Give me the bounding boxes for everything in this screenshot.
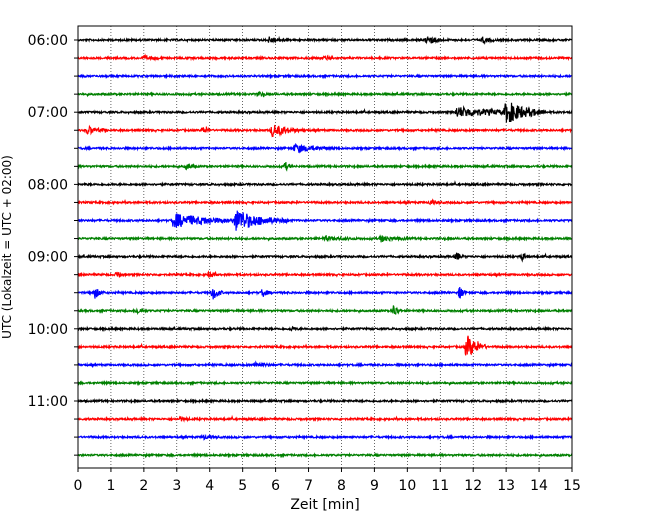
trace-1145 xyxy=(77,451,573,459)
x-tick-label: 2 xyxy=(139,478,148,494)
trace-0600 xyxy=(77,35,573,45)
x-tick-label: 8 xyxy=(337,478,346,494)
plot-frame xyxy=(77,25,573,469)
x-tick-label: 10 xyxy=(398,478,416,494)
x-tick-label: 0 xyxy=(74,478,83,494)
trace-0745 xyxy=(77,161,573,172)
trace-0915 xyxy=(77,270,573,278)
x-tick-label: 6 xyxy=(271,478,280,494)
trace-0645 xyxy=(77,90,573,98)
trace-0630 xyxy=(77,72,573,80)
y-tick-label: 10:00 xyxy=(28,322,68,338)
trace-1100 xyxy=(77,397,573,405)
x-tick-label: 14 xyxy=(530,478,548,494)
y-tick-label: 09:00 xyxy=(28,250,68,266)
x-tick-label: 13 xyxy=(497,478,515,494)
y-tick-label: 06:00 xyxy=(28,33,68,49)
trace-0800 xyxy=(77,180,573,188)
x-tick-label: 11 xyxy=(431,478,449,494)
trace-0730 xyxy=(77,142,573,154)
y-axis: 06:00 07:00 08:00 09:00 10:00 11:00 xyxy=(28,33,78,456)
trace-0945 xyxy=(77,305,573,316)
trace-0845 xyxy=(77,234,573,243)
x-tick-label: 3 xyxy=(172,478,181,494)
x-tick-label: 7 xyxy=(304,478,313,494)
y-tick-label: 08:00 xyxy=(28,177,68,193)
plot-background xyxy=(78,26,572,468)
trace-0930 xyxy=(77,286,573,300)
x-tick-label: 9 xyxy=(370,478,379,494)
trace-1130 xyxy=(77,433,573,441)
traces xyxy=(77,35,573,459)
y-tick-label: 11:00 xyxy=(28,394,68,410)
x-tick-label: 4 xyxy=(205,478,214,494)
y-axis-label: UTC (Lokalzeit = UTC + 02:00) xyxy=(0,155,14,339)
trace-0815 xyxy=(77,198,573,206)
trace-1000 xyxy=(77,325,573,332)
trace-0830 xyxy=(77,210,573,231)
x-tick-label: 5 xyxy=(238,478,247,494)
trace-1015 xyxy=(77,335,573,356)
trace-1030 xyxy=(77,360,573,369)
trace-0715 xyxy=(77,124,573,138)
trace-1115 xyxy=(77,414,573,423)
y-tick-label: 07:00 xyxy=(28,105,68,121)
x-tick-label: 15 xyxy=(563,478,581,494)
trace-0700 xyxy=(77,102,573,123)
x-axis-label: Zeit [min] xyxy=(290,497,359,513)
x-axis: 0 1 2 3 4 5 6 7 8 9 10 11 12 13 14 15 xyxy=(74,468,581,494)
x-tick-label: 12 xyxy=(464,478,482,494)
trace-1045 xyxy=(77,379,573,387)
x-tick-label: 1 xyxy=(106,478,115,494)
trace-0900 xyxy=(77,252,573,263)
trace-0615 xyxy=(77,53,573,62)
